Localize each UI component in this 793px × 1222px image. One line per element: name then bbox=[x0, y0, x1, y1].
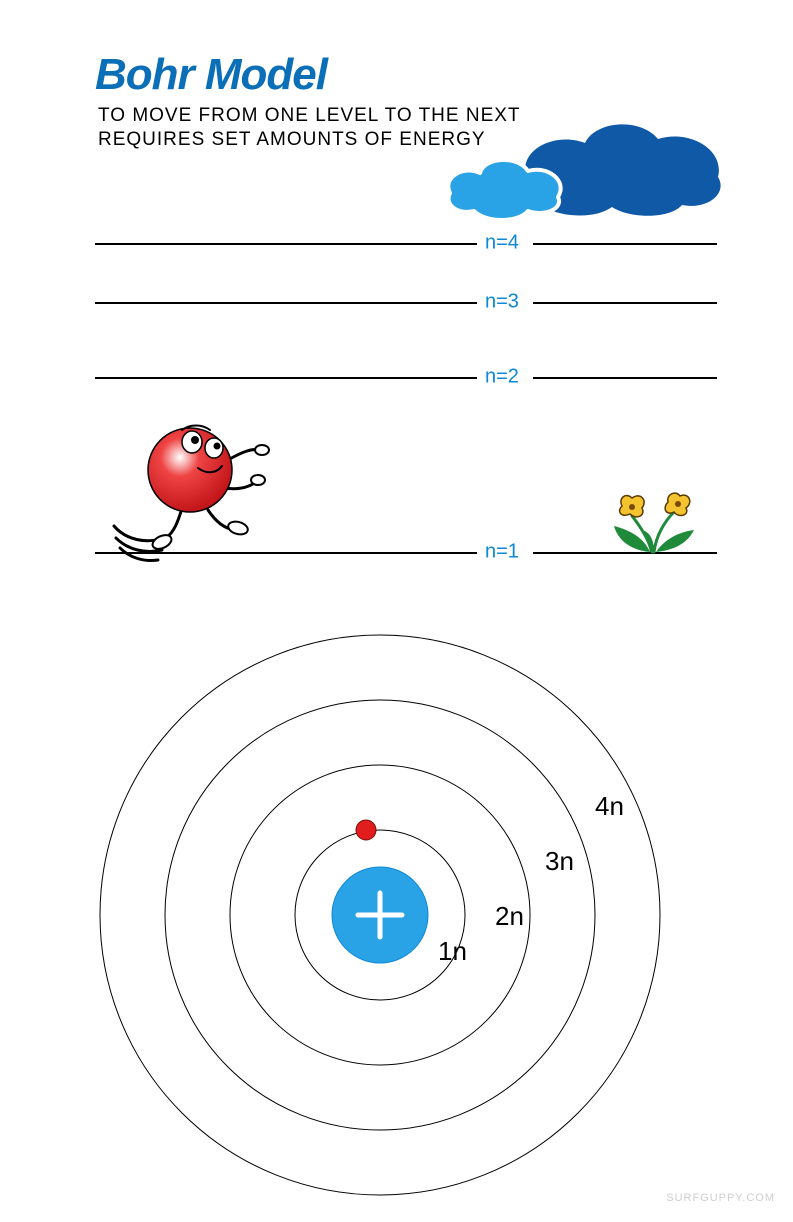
energy-level-line-left-1 bbox=[95, 243, 477, 245]
orbit-diagram: 1n 2n 3n 4n bbox=[60, 595, 700, 1222]
clouds-icon bbox=[430, 115, 730, 235]
energy-level-label-3: n=2 bbox=[485, 366, 519, 389]
energy-level-label-1: n=4 bbox=[485, 232, 519, 255]
energy-level-line-right-2 bbox=[533, 302, 717, 304]
energy-level-line-left-3 bbox=[95, 377, 477, 379]
flower-icon bbox=[590, 490, 720, 560]
orbit-label-2: 2n bbox=[495, 901, 524, 931]
energy-level-label-4: n=1 bbox=[485, 541, 519, 564]
electron-character-icon bbox=[112, 410, 282, 570]
watermark: SURFGUPPY.COM bbox=[666, 1192, 775, 1204]
energy-level-label-2: n=3 bbox=[485, 291, 519, 314]
orbit-label-1: 1n bbox=[438, 936, 467, 966]
energy-level-line-left-2 bbox=[95, 302, 477, 304]
orbit-label-4: 4n bbox=[595, 791, 624, 821]
page-title: Bohr Model bbox=[95, 50, 327, 100]
energy-level-line-right-1 bbox=[533, 243, 717, 245]
orbit-label-3: 3n bbox=[545, 846, 574, 876]
orbit-electron bbox=[356, 820, 376, 840]
energy-level-line-right-3 bbox=[533, 377, 717, 379]
